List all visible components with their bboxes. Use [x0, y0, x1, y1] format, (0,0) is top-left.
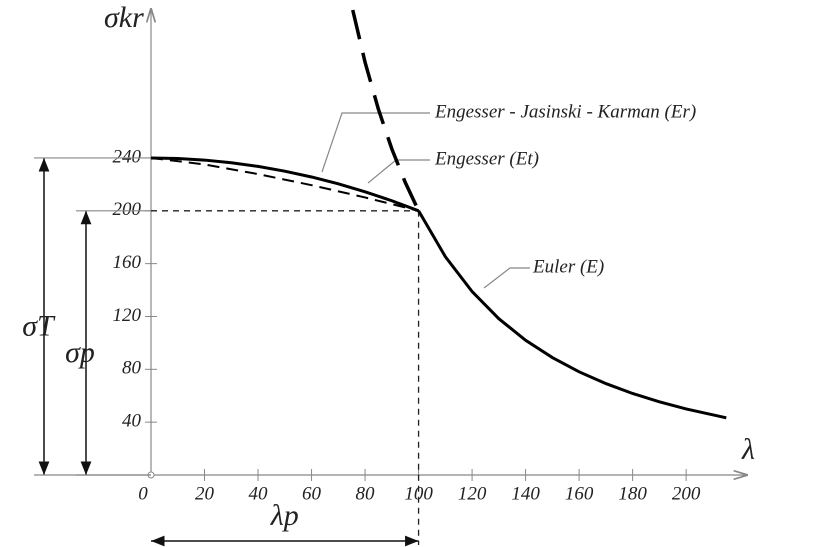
leader-line	[321, 112, 430, 173]
dimension-label: σT	[22, 309, 56, 342]
dimension-label: λp	[270, 499, 299, 532]
x-tick-label: 80	[356, 483, 376, 504]
y-tick-label: 120	[113, 305, 142, 326]
y-tick-label: 200	[113, 199, 142, 220]
curve	[417, 210, 727, 420]
curve	[351, 9, 421, 212]
dimension-label: σp	[65, 336, 95, 369]
curve	[150, 156, 420, 213]
leader-line	[483, 267, 530, 289]
x-tick-label: 200	[672, 483, 701, 504]
curve-label: Engesser - Jasinski - Karman (Er)	[434, 101, 696, 122]
curve	[150, 156, 419, 212]
x-tick-label: 160	[565, 483, 594, 504]
curve-label: Euler (E)	[532, 256, 604, 277]
x-tick-label: 0	[138, 483, 148, 504]
x-tick-label: 60	[302, 483, 322, 504]
x-tick-label: 120	[458, 483, 487, 504]
x-tick-label: 180	[618, 483, 647, 504]
y-tick-label: 240	[113, 146, 142, 167]
x-tick-label: 40	[249, 483, 269, 504]
x-tick-label: 20	[195, 483, 215, 504]
x-tick-label: 100	[404, 483, 433, 504]
curve-label: Engesser (Et)	[434, 148, 539, 169]
y-tick-label: 160	[113, 252, 142, 273]
y-tick-label: 40	[122, 411, 142, 432]
y-tick-label: 80	[122, 358, 142, 379]
x-tick-label: 140	[511, 483, 540, 504]
x-axis-label: λ	[741, 433, 755, 466]
y-axis-label: σkr	[104, 1, 144, 34]
